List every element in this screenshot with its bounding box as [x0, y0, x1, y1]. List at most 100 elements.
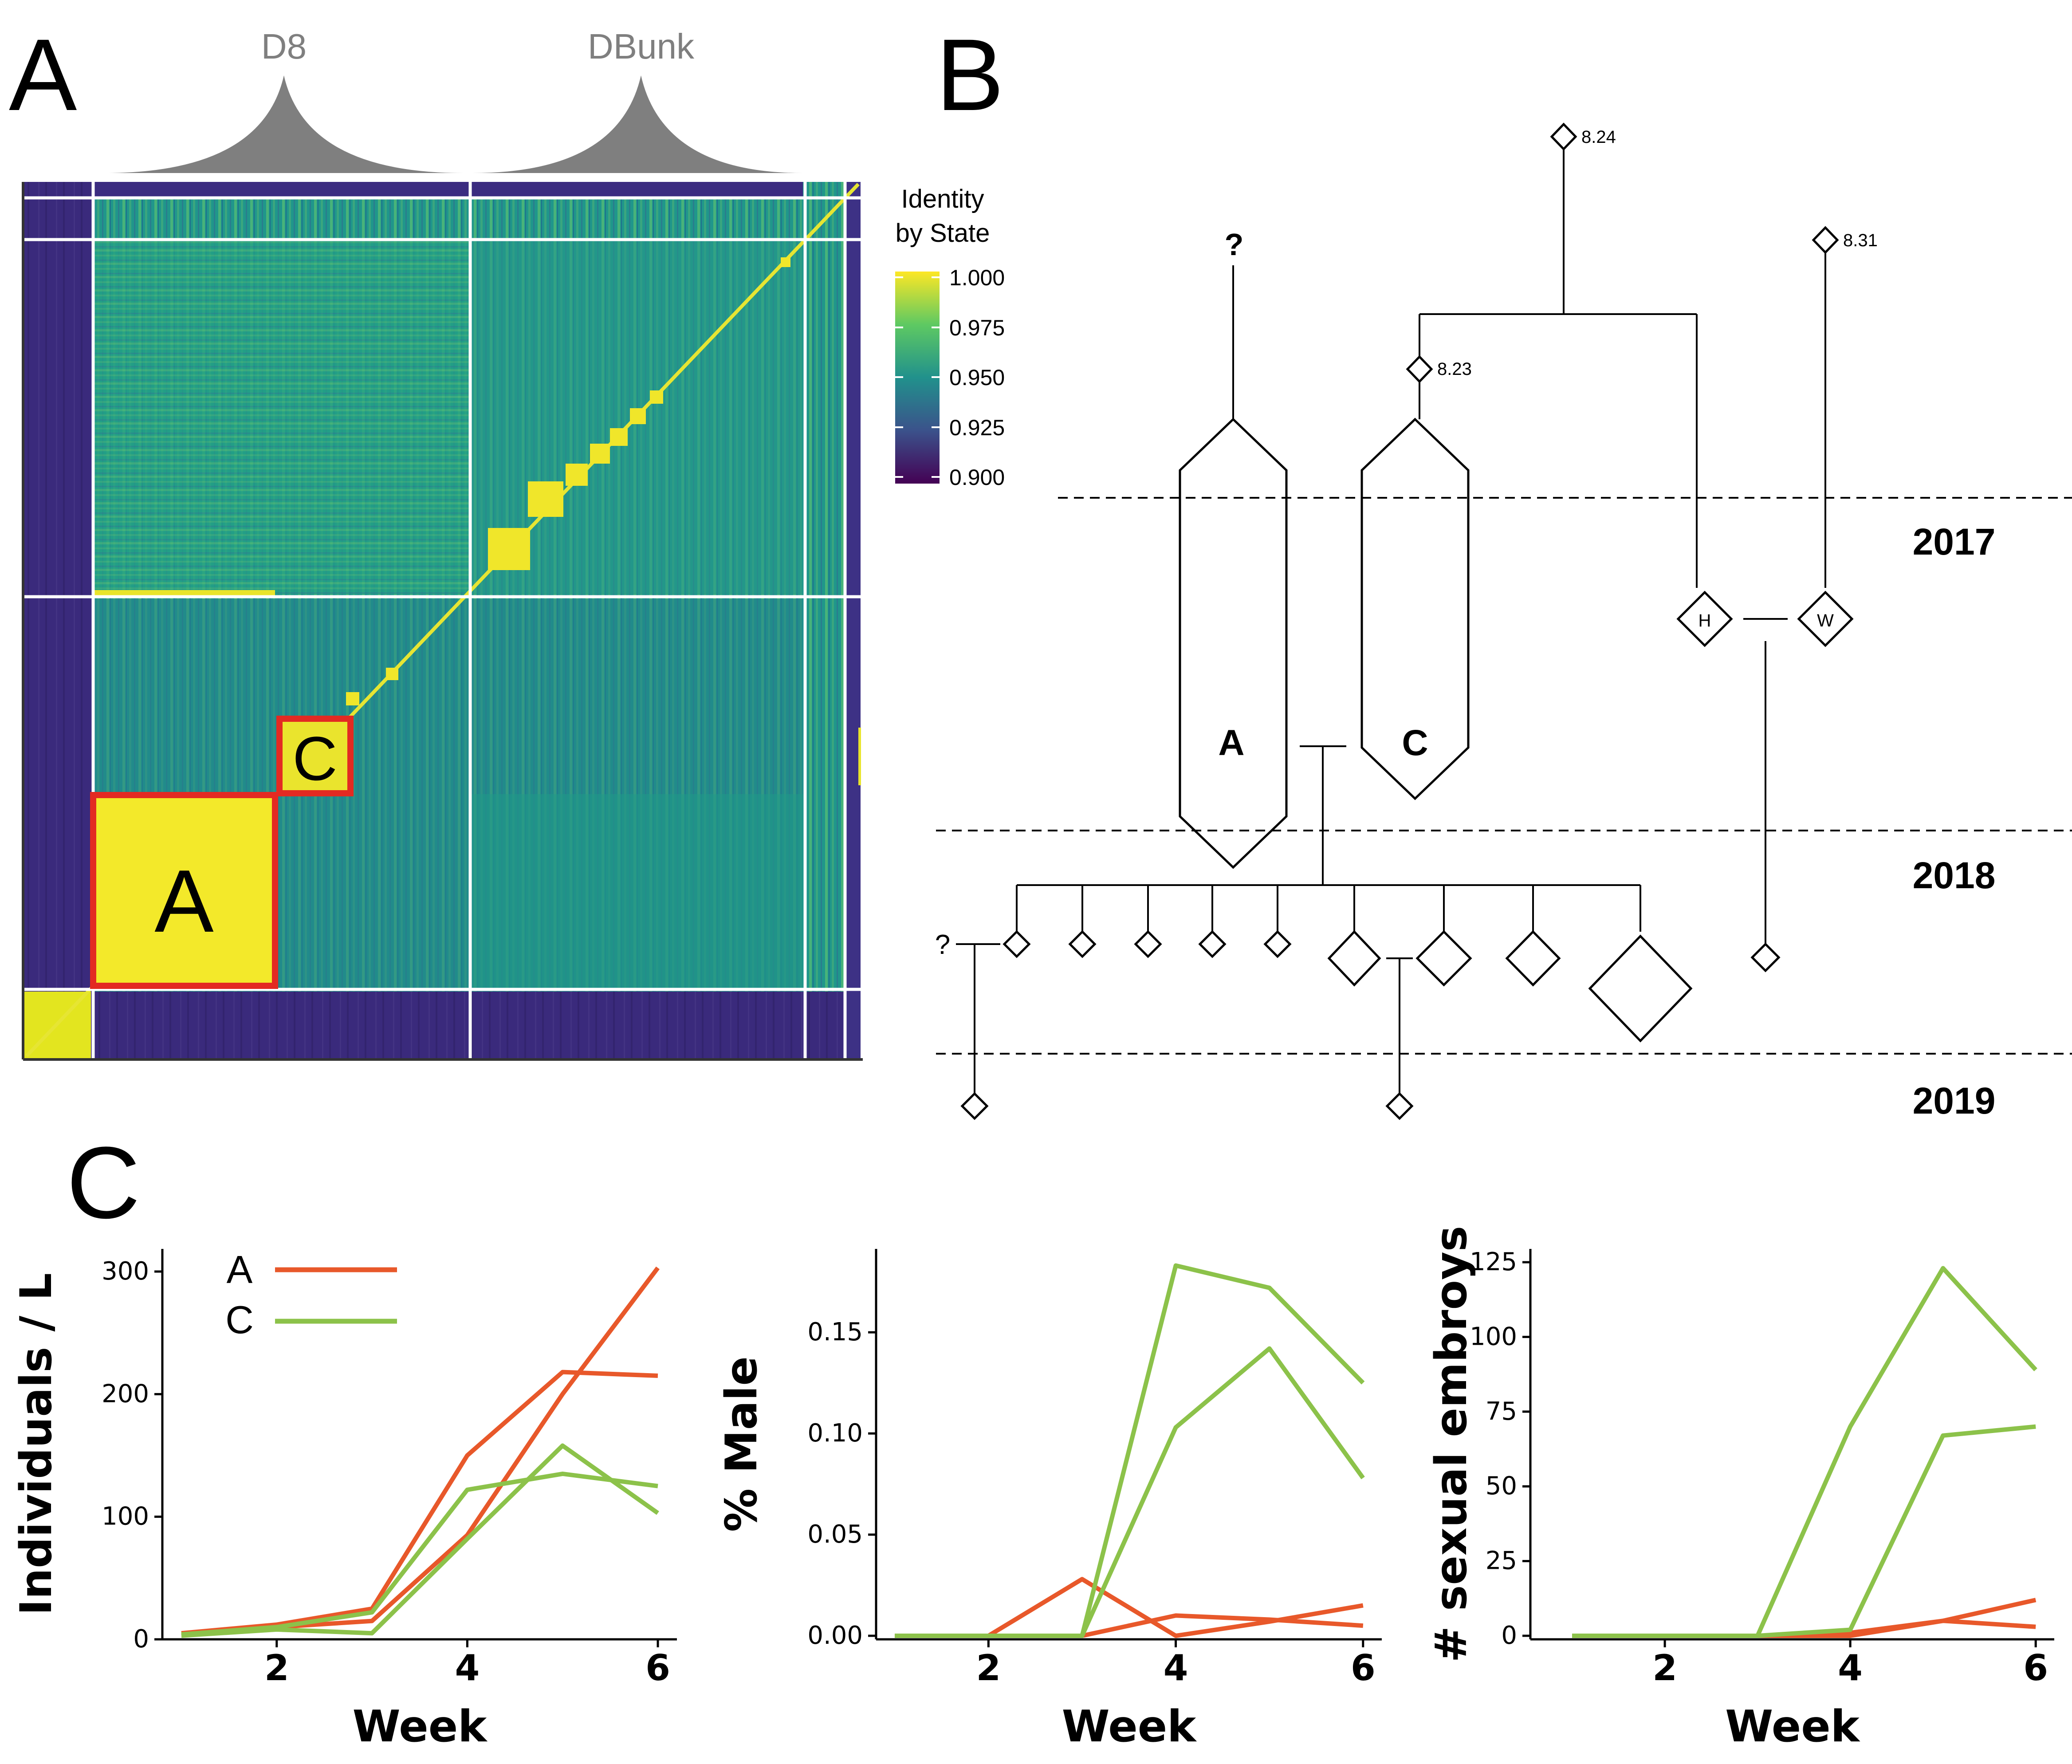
x-tick-label: 6 — [645, 1647, 670, 1689]
diag-block-8 — [781, 257, 790, 267]
cluster-label-dbunk: DBunk — [588, 27, 695, 66]
x-tick-label: 6 — [1351, 1647, 1376, 1689]
dendrogram-hump-dbunk — [472, 75, 803, 173]
ibs-legend: Identity by State 1.000 0.975 0.950 0.92… — [895, 185, 1005, 490]
node-label-h: H — [1698, 611, 1711, 630]
node-hw-offspring — [1750, 942, 1781, 973]
year-label-2017: 2017 — [1913, 521, 1996, 563]
f1-offspring-4 — [1198, 930, 1227, 958]
clone-a-block — [90, 792, 278, 989]
y-tick-label: 200 — [102, 1379, 149, 1408]
heatmap-block-upper-d8 — [93, 240, 470, 595]
panel-c-label: C — [67, 1126, 140, 1240]
y-axis-title: Individuals / L — [11, 1273, 62, 1615]
node-8-23 — [1406, 355, 1433, 383]
x-axis-title: Week — [353, 1701, 488, 1752]
f1-offspring-9 — [1588, 934, 1693, 1043]
series-line-c-3 — [895, 1263, 1365, 1638]
chart-legend: A C — [225, 1248, 397, 1342]
y-tick-label: 50 — [1486, 1472, 1517, 1500]
f1-offspring-2 — [1068, 930, 1097, 958]
ibs-legend-tick-2: 0.975 — [949, 315, 1005, 340]
chart-individuals: 0 100 200 300 2 4 6 Week Individuals / L — [11, 1249, 677, 1752]
cluster-label-d8: D8 — [261, 27, 307, 66]
chart-sexual-embryos: 0 25 50 75 100 125 2 4 6 Week # sexual embroys — [1426, 1226, 2054, 1752]
y-tick-label: 300 — [102, 1257, 149, 1286]
y-tick-label: 75 — [1486, 1397, 1517, 1426]
x-axis-title: Week — [1062, 1701, 1198, 1752]
x-tick-label: 2 — [1652, 1647, 1677, 1689]
diag-block-7 — [650, 390, 663, 404]
y-tick-label: 0.00 — [807, 1621, 863, 1650]
pedigree-unknown-left: ? — [935, 929, 950, 960]
yellow-strip-right — [858, 728, 861, 785]
y-tick-label: 125 — [1470, 1248, 1517, 1276]
y-tick-label: 25 — [1486, 1547, 1517, 1575]
ibs-heatmap: D8 DBunk — [22, 27, 863, 1061]
y-tick-label: 0.10 — [807, 1419, 863, 1448]
diag-block-2 — [528, 481, 563, 517]
heatmap-left-band — [24, 182, 93, 1058]
series-line-c-3 — [1572, 1266, 2037, 1638]
series-line-c-4 — [181, 1443, 659, 1638]
f1-offspring-5 — [1263, 930, 1292, 958]
clone-a-node — [1179, 417, 1288, 869]
x-tick-label: 6 — [2023, 1647, 2048, 1689]
heatmap-block-right — [470, 794, 805, 989]
f2-offspring-left — [960, 1092, 989, 1120]
series-line-c-3 — [181, 1471, 658, 1637]
ibs-legend-title-1: Identity — [901, 185, 984, 213]
year-label-2018: 2018 — [1913, 854, 1996, 896]
y-axis-title: # sexual embroys — [1426, 1226, 1477, 1662]
x-tick-label: 2 — [264, 1647, 289, 1689]
y-axis-title: % Male — [716, 1356, 767, 1532]
dendrogram-hump-d8 — [104, 75, 464, 173]
node-8-31 — [1812, 226, 1839, 254]
f1-offspring-6 — [1327, 930, 1381, 987]
legend-label-c: C — [225, 1298, 254, 1342]
series-line-c-4 — [1572, 1424, 2036, 1638]
y-tick-label: 100 — [102, 1502, 149, 1531]
diag-block-5 — [610, 428, 628, 446]
year-label-2019: 2019 — [1913, 1080, 1996, 1122]
pedigree-unknown-top: ? — [1225, 227, 1244, 262]
node-label-8-23: 8.23 — [1437, 359, 1472, 379]
chart-percent-male: 0.00 0.05 0.10 0.15 2 4 6 Week % Male — [716, 1249, 1382, 1752]
diag-block-6 — [630, 408, 646, 424]
node-label-8-24: 8.24 — [1581, 127, 1616, 147]
x-tick-label: 4 — [455, 1647, 480, 1689]
y-tick-label: 0 — [133, 1625, 149, 1654]
f1-offspring-3 — [1134, 930, 1162, 958]
clone-a-node-label: A — [1218, 723, 1244, 763]
x-tick-label: 4 — [1164, 1647, 1188, 1689]
heatmap-right-band — [845, 182, 861, 1058]
heatmap-separators — [24, 182, 861, 1058]
x-tick-label: 4 — [1838, 1647, 1863, 1689]
panel-b-label: B — [936, 18, 1004, 132]
ibs-legend-title-2: by State — [896, 219, 990, 248]
f1-offspring-8 — [1505, 930, 1561, 987]
ibs-legend-tick-5: 0.900 — [949, 465, 1005, 490]
node-label-w: W — [1817, 611, 1834, 630]
y-tick-label: 0 — [1501, 1621, 1517, 1650]
ibs-legend-tick-3: 0.950 — [949, 365, 1005, 390]
clone-a-block-label: A — [154, 852, 214, 951]
yellow-strip — [93, 590, 275, 595]
x-axis-title: Week — [1725, 1701, 1861, 1752]
series-line-c-4 — [895, 1346, 1365, 1638]
series-line-a-1 — [1572, 1598, 2037, 1638]
diag-block-4 — [590, 444, 610, 464]
clone-c-node — [1360, 417, 1470, 800]
node-8-24 — [1550, 122, 1577, 151]
f2-offspring-right — [1385, 1092, 1414, 1120]
legend-label-a: A — [227, 1248, 253, 1292]
diag-block-9 — [346, 692, 359, 705]
y-tick-label: 100 — [1470, 1322, 1517, 1351]
node-w — [1797, 591, 1854, 647]
clone-c-block — [276, 716, 354, 796]
f1-offspring-7 — [1415, 930, 1472, 987]
ibs-legend-tick-4: 0.925 — [949, 415, 1005, 440]
node-h — [1676, 591, 1733, 647]
f1-offspring-1 — [1003, 930, 1031, 958]
heatmap-bottom-band — [93, 992, 861, 1058]
